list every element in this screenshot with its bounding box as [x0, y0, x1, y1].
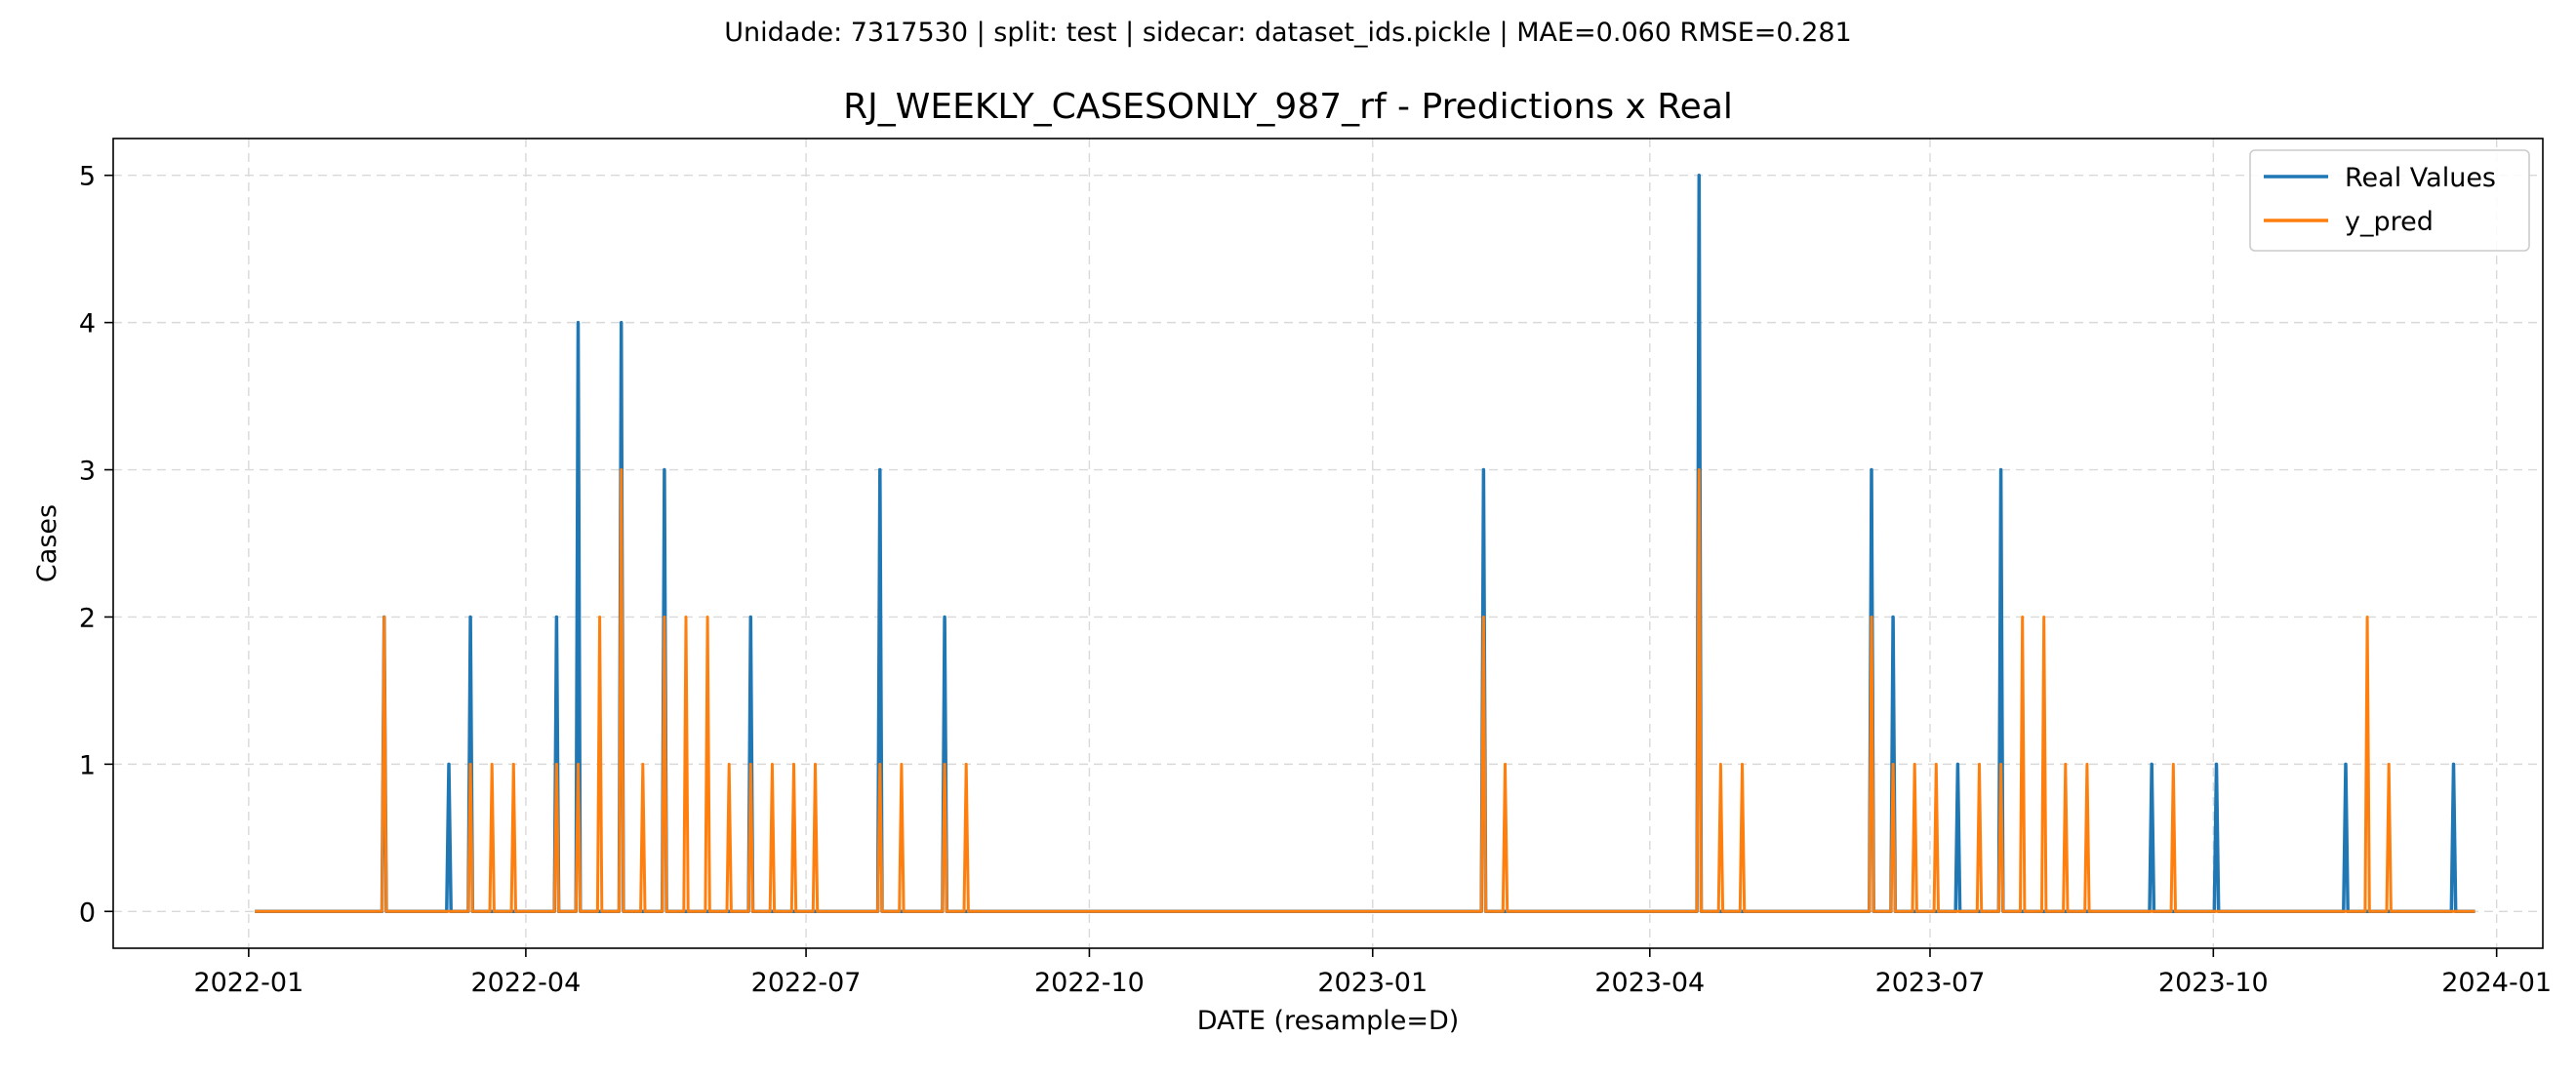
y-axis-ticks: 0 1 2 3 4 5: [79, 162, 113, 928]
y-tick-label: 0: [79, 898, 96, 928]
y-tick-label: 2: [79, 603, 96, 633]
series-line-pred: [255, 468, 2475, 913]
x-tick-label: 2023-07: [1875, 968, 1986, 998]
legend-label-pred: y_pred: [2345, 207, 2434, 237]
x-tick-label: 2022-07: [751, 968, 862, 998]
legend-label-real: Real Values: [2345, 163, 2496, 193]
x-axis-label: DATE (resample=D): [1197, 1006, 1460, 1036]
figure-suptitle: Unidade: 7317530 | split: test | sidecar…: [724, 18, 1851, 48]
x-tick-label: 2022-04: [470, 968, 581, 998]
y-tick-label: 4: [79, 309, 96, 339]
x-tick-label: 2022-01: [193, 968, 303, 998]
x-axis-ticks: 2022-01 2022-04 2022-07 2022-10 2023-01 2023-…: [193, 948, 2552, 998]
x-tick-label: 2023-01: [1317, 968, 1428, 998]
y-tick-label: 3: [79, 457, 96, 487]
y-axis-label: Cases: [32, 504, 62, 582]
x-tick-label: 2023-04: [1594, 968, 1705, 998]
x-tick-label: 2022-10: [1034, 968, 1145, 998]
plot-frame: [112, 138, 2544, 949]
y-tick-label: 5: [79, 162, 96, 192]
chart-legend: Real Values y_pred: [2249, 149, 2530, 252]
grid-lines: [113, 139, 2543, 948]
y-tick-label: 1: [79, 750, 96, 780]
x-tick-label: 2024-01: [2441, 968, 2552, 998]
series-lines: [255, 173, 2475, 914]
chart-title: RJ_WEEKLY_CASESONLY_987_rf - Predictions…: [843, 87, 1733, 127]
x-tick-label: 2023-10: [2158, 968, 2269, 998]
series-line-real: [255, 173, 2475, 914]
